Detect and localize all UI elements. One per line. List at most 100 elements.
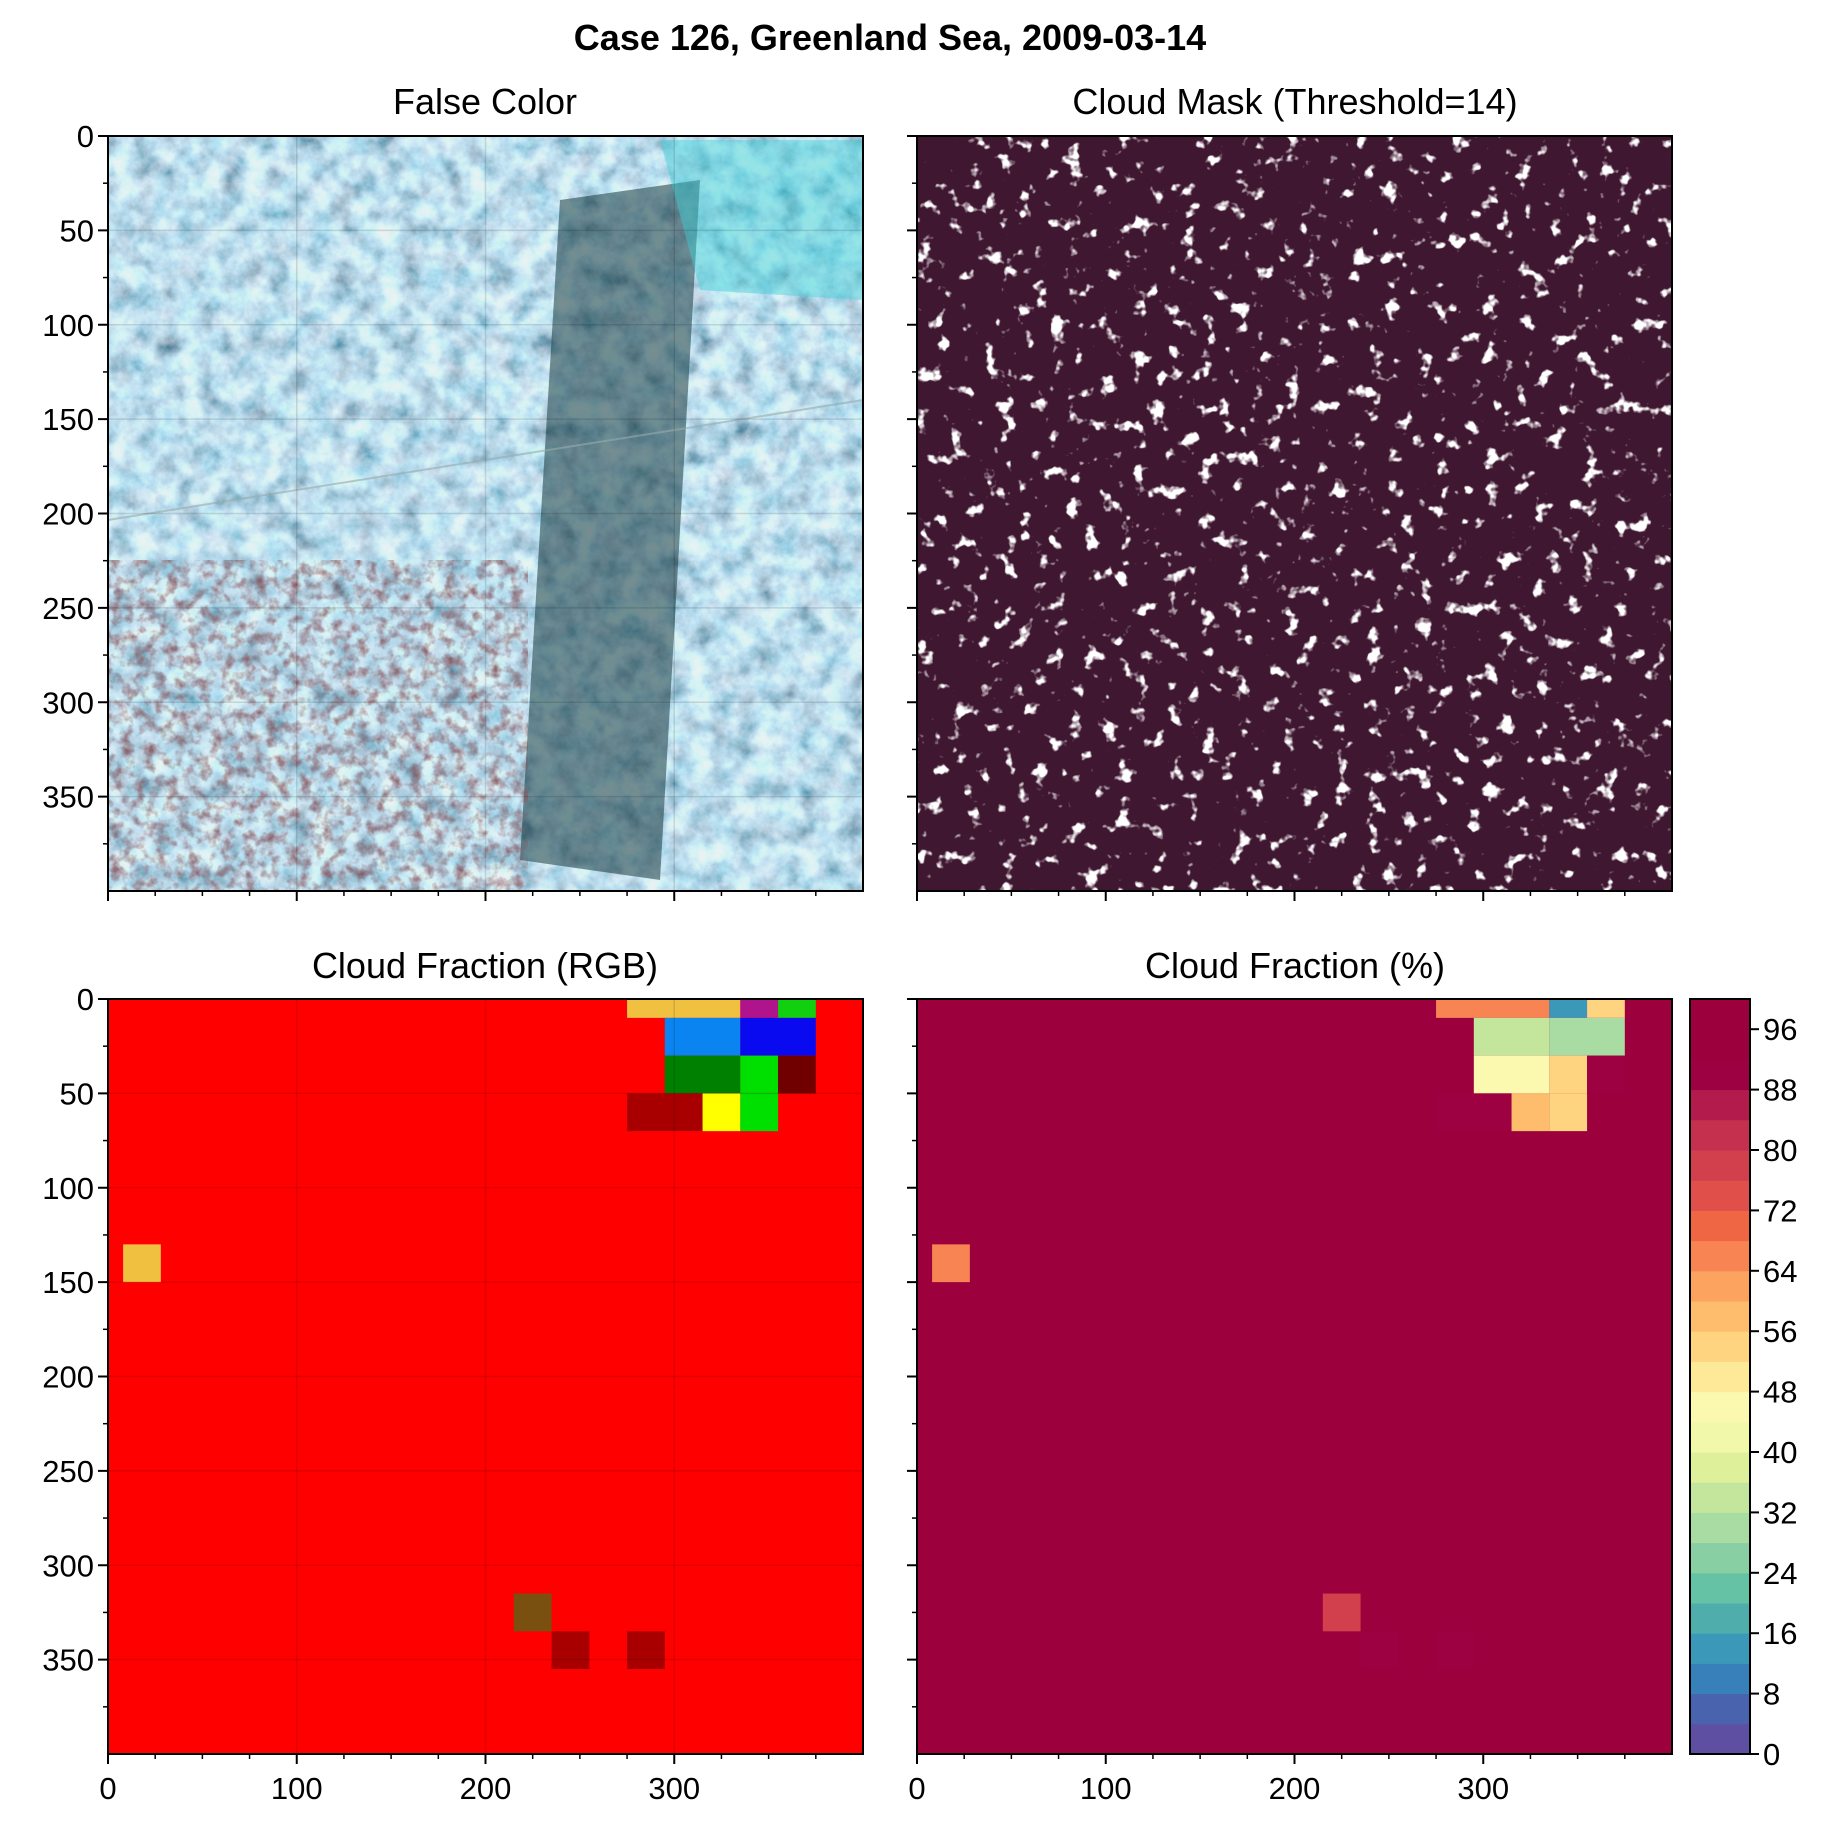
heatmap-cell (1549, 999, 1587, 1018)
heatmap-cell (1361, 1631, 1399, 1669)
y-tick-label: 350 (42, 780, 94, 815)
colorbar-segment (1690, 1724, 1750, 1755)
x-tick-label: 300 (1457, 1771, 1509, 1806)
y-tick-label: 150 (42, 402, 94, 437)
cloud-mask-image (917, 136, 1672, 891)
y-tick-label: 50 (60, 213, 94, 248)
x-tick-label: 200 (460, 1771, 512, 1806)
y-tick-label: 350 (42, 1643, 94, 1678)
y-tick-label: 100 (42, 308, 94, 343)
y-tick-label: 0 (77, 982, 94, 1017)
heatmap-cell (1549, 1018, 1625, 1056)
y-tick-label: 50 (60, 1076, 94, 1111)
x-tick-label: 100 (1080, 1771, 1132, 1806)
colorbar-segment (1690, 1331, 1750, 1362)
heatmap-cell (665, 1056, 741, 1094)
panel-title-false-color: False Color (393, 81, 577, 122)
panel-title-cloud-fraction-rgb: Cloud Fraction (RGB) (312, 945, 658, 986)
y-tick-label: 250 (42, 591, 94, 626)
colorbar-tick-label: 64 (1763, 1254, 1797, 1289)
colorbar-segment (1690, 1029, 1750, 1060)
panel-cloud-fraction-pct: Cloud Fraction (%) 0 100 200 300 (907, 945, 1672, 1806)
colorbar-tick-label: 72 (1763, 1193, 1797, 1228)
heatmap-cell (703, 1093, 741, 1131)
heatmap-cell (123, 1244, 161, 1282)
heatmap-cell (1436, 1093, 1512, 1131)
heatmap-cell (665, 1018, 741, 1056)
colorbar-segment (1690, 1361, 1750, 1392)
heatmap-cell (1587, 999, 1625, 1018)
heatmap-cell (740, 1018, 816, 1056)
colorbar-tick-label: 8 (1763, 1677, 1780, 1712)
heatmap-cell (1587, 1056, 1625, 1094)
heatmap-cell (1323, 1594, 1361, 1632)
heatmap-cell (932, 1244, 970, 1282)
colorbar-segment (1690, 1210, 1750, 1241)
colorbar-segment (1690, 999, 1750, 1030)
colorbar-tick-label: 16 (1763, 1616, 1797, 1651)
x-tick-label: 100 (271, 1771, 323, 1806)
colorbar-tick-label: 48 (1763, 1375, 1797, 1410)
colorbar-segment (1690, 1452, 1750, 1483)
heatmap-cell (1474, 1056, 1550, 1094)
colorbar-segment (1690, 1512, 1750, 1543)
heatmap-cell (1549, 1056, 1587, 1094)
heatmap-cell (627, 999, 740, 1018)
x-tick-label: 0 (908, 1771, 925, 1806)
heatmap-cell (1436, 1631, 1474, 1669)
colorbar-tick-label: 0 (1763, 1737, 1780, 1772)
colorbar-segment (1690, 1241, 1750, 1272)
colorbar-segment (1690, 1150, 1750, 1181)
colorbar-segment (1690, 1694, 1750, 1725)
colorbar-tick-label: 88 (1763, 1073, 1797, 1108)
y-tick-label: 200 (42, 497, 94, 532)
y-tick-label: 150 (42, 1265, 94, 1300)
heatmap-cell (1474, 1018, 1550, 1056)
colorbar-segment (1690, 1422, 1750, 1453)
heatmap-cell (1512, 1093, 1550, 1131)
heatmap-cell (740, 999, 778, 1018)
y-tick-label: 200 (42, 1360, 94, 1395)
colorbar-segment (1690, 1271, 1750, 1302)
panel-false-color: False Color 0 50 100 150 200 250 300 350 (42, 81, 863, 901)
colorbar-segment (1690, 1482, 1750, 1513)
heatmap-cell (740, 1056, 778, 1094)
heatmap-cell (627, 1631, 665, 1669)
colorbar: 0 8 16 24 32 40 48 56 64 72 80 88 96 (1690, 999, 1797, 1772)
colorbar-segment (1690, 1392, 1750, 1423)
panel-cloud-fraction-rgb: Cloud Fraction (RGB) 0 50 100 150 200 250 300 3… (42, 945, 863, 1806)
colorbar-segment (1690, 1573, 1750, 1604)
heatmap-cell (627, 1093, 703, 1131)
colorbar-tick-label: 56 (1763, 1314, 1797, 1349)
cloud-fraction-pct-cells (917, 999, 1672, 1754)
panel-title-cloud-mask: Cloud Mask (Threshold=14) (1072, 81, 1517, 122)
colorbar-segment (1690, 1120, 1750, 1151)
colorbar-segment (1690, 1301, 1750, 1332)
colorbar-segment (1690, 1090, 1750, 1121)
heatmap-cell (778, 999, 816, 1018)
colorbar-tick-label: 24 (1763, 1556, 1797, 1591)
heatmap-cell (514, 1594, 552, 1632)
colorbar-tick-label: 96 (1763, 1012, 1797, 1047)
heatmap-cell (1549, 1093, 1587, 1131)
colorbar-tick-label: 32 (1763, 1495, 1797, 1530)
y-tick-label: 0 (77, 119, 94, 154)
heatmap-cell (1436, 999, 1549, 1018)
colorbar-segment (1690, 1543, 1750, 1574)
colorbar-segment (1690, 1180, 1750, 1211)
y-tick-label: 300 (42, 1548, 94, 1583)
panel-title-cloud-fraction-pct: Cloud Fraction (%) (1145, 945, 1445, 986)
figure-title: Case 126, Greenland Sea, 2009-03-14 (574, 17, 1206, 58)
y-tick-label: 250 (42, 1454, 94, 1489)
heatmap-cell (552, 1631, 590, 1669)
y-tick-label: 300 (42, 685, 94, 720)
x-tick-label: 0 (99, 1771, 116, 1806)
panel-cloud-mask: Cloud Mask (Threshold=14) (907, 81, 1672, 901)
heatmap-cell (778, 1056, 816, 1094)
colorbar-tick-label: 40 (1763, 1435, 1797, 1470)
x-tick-label: 200 (1269, 1771, 1321, 1806)
colorbar-tick-label: 80 (1763, 1133, 1797, 1168)
colorbar-segment (1690, 1633, 1750, 1664)
colorbar-segment (1690, 1603, 1750, 1634)
